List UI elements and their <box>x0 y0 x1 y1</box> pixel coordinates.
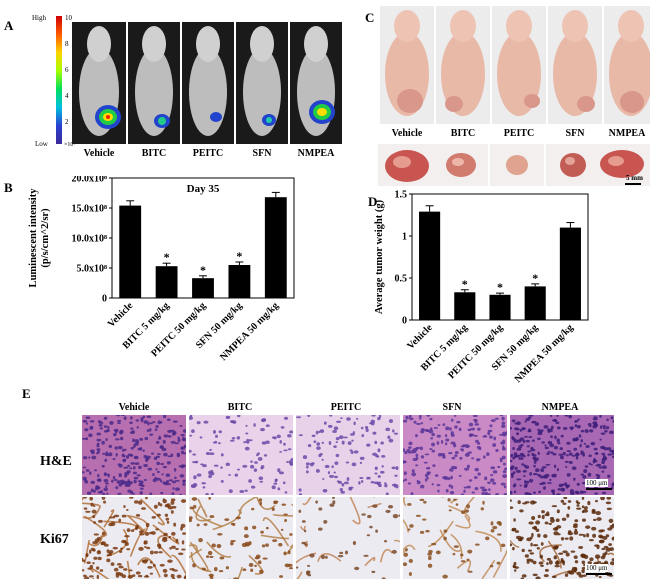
mouse-photo-nmpea <box>604 6 650 124</box>
panel-label-b: B <box>4 180 13 195</box>
lum-ylabel: Luminescent intensity <box>28 188 39 288</box>
he-tile-vehicle <box>82 415 186 495</box>
group-label-a-sfn: SFN <box>252 148 272 159</box>
lum-ytick-label: 10.0x10⁸ <box>72 234 108 245</box>
tumor-photo-peitc <box>490 144 544 186</box>
colorbar-tick: 6 <box>65 66 69 74</box>
colorbar-gradient <box>56 16 62 144</box>
lum-significance-marker: * <box>164 250 170 264</box>
ki67-tile-vehicle <box>82 497 186 579</box>
tumor-scale-bar <box>625 183 641 185</box>
row-label-he: H&E <box>40 454 72 469</box>
group-label-c-sfn: SFN <box>565 128 585 139</box>
lum-significance-marker: * <box>200 263 206 277</box>
colorbar-high-label: High <box>32 14 46 22</box>
weight-bar <box>489 294 511 320</box>
lum-ylabel: (p/s/cm^2/sr) <box>40 208 51 268</box>
weight-bar <box>559 227 581 320</box>
tumor-photo-nmpea <box>594 144 650 186</box>
lum-significance-marker: * <box>236 249 242 263</box>
lum-bar <box>264 197 287 298</box>
lum-bar <box>119 205 142 298</box>
lum-title: Day 35 <box>187 183 220 195</box>
colorbar-unit: ×10⁶ <box>64 142 76 148</box>
group-label-a-nmpea: NMPEA <box>297 148 335 159</box>
he-tile-bitc <box>189 415 293 495</box>
tumor-photo-vehicle <box>378 144 436 186</box>
weight-ytick-label: 0.5 <box>395 274 408 285</box>
colorbar-tick: 2 <box>65 118 69 126</box>
weight-bar <box>524 286 546 320</box>
lum-bar <box>228 265 251 298</box>
weight-significance-marker: * <box>462 277 468 291</box>
mouse-image-sfn <box>236 22 288 144</box>
mouse-image-vehicle <box>72 22 126 144</box>
colorbar-low-label: Low <box>35 140 48 148</box>
mouse-photo-sfn <box>548 6 602 124</box>
he-stain-row <box>82 415 616 495</box>
ki67-tile-peitc <box>296 497 400 579</box>
weight-ylabel: Average tumor weight (g) <box>374 199 385 314</box>
lum-ytick-label: 20.0x10⁸ <box>72 176 108 185</box>
weight-category-label: Vehicle <box>405 322 435 352</box>
histo-header-peitc: PEITC <box>330 402 362 413</box>
histo-header-sfn: SFN <box>442 402 462 413</box>
group-label-c-peitc: PEITC <box>503 128 535 139</box>
lum-bar <box>155 266 178 298</box>
weight-bar <box>419 211 441 320</box>
panel-label-c: C <box>365 10 375 25</box>
colorbar-tick: 10 <box>65 14 72 22</box>
colorbar: High 10 8 6 4 2 Low ×10⁶ <box>32 14 172 154</box>
ki67-tile-bitc <box>189 497 293 579</box>
mouse-photo-peitc <box>492 6 546 124</box>
panel-label-e: E <box>22 386 31 401</box>
panel-label-d: D <box>368 194 378 209</box>
tumor-photo-bitc <box>434 144 488 186</box>
lum-ytick-label: 5.0x10⁸ <box>77 264 108 275</box>
ki67-stain-row <box>82 497 616 579</box>
group-label-c-nmpea: NMPEA <box>608 128 646 139</box>
mouse-photo-vehicle <box>380 6 434 124</box>
colorbar-tick: 8 <box>65 40 69 48</box>
panel-label-a: A <box>4 18 14 33</box>
ki67-tile-sfn <box>403 497 507 579</box>
histo-header-bitc: BITC <box>227 402 253 413</box>
lum-ytick-label: 0 <box>102 294 107 305</box>
lum-bar <box>192 278 214 298</box>
mouse-photo-bitc <box>436 6 490 124</box>
ki67-scale-bar <box>586 573 612 575</box>
he-tile-sfn <box>403 415 507 495</box>
he-scale-bar <box>586 488 612 490</box>
tumor-scale-label: 5 mm <box>626 174 643 182</box>
weight-significance-marker: * <box>497 280 503 294</box>
luminescence-bar-chart: 0 5.0x10⁸ 10.0x10⁸ 15.0x10⁸ 20.0x10⁸ Day 35 Lu… <box>28 176 295 363</box>
histo-header-nmpea: NMPEA <box>541 402 579 413</box>
group-label-a-bitc: BITC <box>141 148 167 159</box>
mouse-image-peitc <box>182 22 234 144</box>
weight-significance-marker: * <box>532 271 538 285</box>
ki67-tile-nmpea <box>510 497 614 579</box>
he-tile-peitc <box>296 415 400 495</box>
ki67-scale-label: 100 μm <box>585 564 609 572</box>
group-label-c-vehicle: Vehicle <box>391 128 423 139</box>
tumor-weight-bar-chart: 0 0.5 1 1.5 Average tumor weight (g) Vehicle *… <box>374 190 589 385</box>
group-label-a-vehicle: Vehicle <box>83 148 115 159</box>
row-label-ki67: Ki67 <box>40 532 69 547</box>
lum-category-label: Vehicle <box>106 300 136 330</box>
weight-ytick-label: 1.5 <box>395 190 408 201</box>
weight-ytick-label: 0 <box>402 316 407 327</box>
tumor-photo-sfn <box>546 144 600 186</box>
mouse-image-bitc <box>128 22 180 144</box>
histo-header-vehicle: Vehicle <box>118 402 150 413</box>
group-label-c-bitc: BITC <box>450 128 476 139</box>
weight-ytick-label: 1 <box>402 232 407 243</box>
mouse-image-nmpea <box>290 22 342 144</box>
colorbar-tick: 4 <box>65 92 69 100</box>
he-scale-label: 100 μm <box>585 479 609 487</box>
weight-bar <box>454 292 476 320</box>
group-label-a-peitc: PEITC <box>192 148 224 159</box>
lum-ytick-label: 15.0x10⁸ <box>72 204 108 215</box>
